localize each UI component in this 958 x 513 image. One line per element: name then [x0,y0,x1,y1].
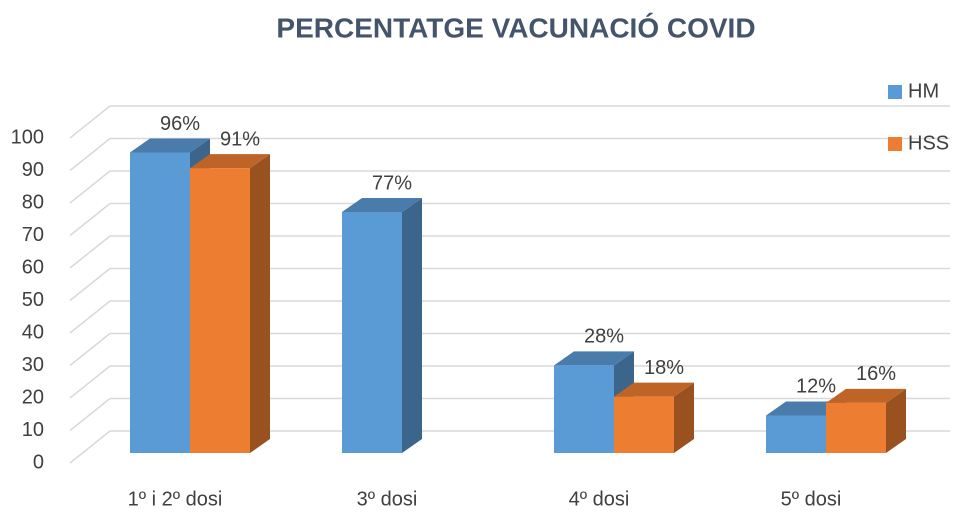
x-tick-label: 4º dosi [569,488,630,510]
y-tick-label: 20 [22,386,44,408]
bar-face [674,382,694,453]
grid-line [69,202,111,237]
data-label: 28% [584,326,624,348]
bar-face [342,197,422,212]
bar [342,197,422,453]
data-label: 77% [372,172,412,194]
bar-face [130,138,210,153]
data-label: 18% [644,357,684,379]
grid-line [69,105,111,139]
legend-swatch [888,137,902,151]
y-tick-label: 100 [11,126,44,148]
grid-line [69,170,111,204]
bar [826,388,906,453]
data-label: 96% [160,113,200,135]
grid-line [69,267,111,302]
bar-face [342,211,402,453]
grid-line [69,430,111,464]
bar-face [554,351,634,366]
bar-face [614,382,694,397]
y-tick-label: 60 [22,256,44,278]
bar-face [130,152,190,453]
grid-line [69,365,111,399]
y-tick-label: 10 [22,419,44,441]
x-tick-label: 1º i 2º dosi [128,488,223,510]
y-tick-label: 80 [22,191,44,213]
bar [614,382,694,453]
y-tick-label: 90 [22,159,44,181]
grid-line [69,235,111,269]
grid-line [69,137,111,172]
bar-face [826,388,906,403]
x-tick-label: 5º dosi [781,488,842,510]
bar-face [766,415,826,453]
grid-line [69,300,111,334]
chart-title: PERCENTATGE VACUNACIÓ COVID [276,12,755,43]
y-tick-label: 30 [22,354,44,376]
bar-face [250,154,270,454]
bar-face [554,365,614,453]
data-label: 16% [856,363,896,385]
bar-face [826,402,886,453]
bar-face [402,197,422,453]
y-tick-label: 0 [33,451,44,473]
bar-face [886,388,906,453]
legend-label: HSS [908,132,949,154]
data-label: 12% [796,376,836,398]
grid-line [69,397,111,432]
x-tick-label: 3º dosi [357,488,418,510]
bar [190,154,270,454]
y-tick-label: 70 [22,224,44,246]
bar-face [614,396,674,453]
y-tick-label: 50 [22,289,44,311]
bar-face [190,168,250,454]
bar-face [190,154,270,169]
bar [554,351,634,453]
legend-swatch [888,85,902,99]
grid-line [69,332,111,367]
data-label: 91% [220,128,260,150]
y-tick-label: 40 [22,321,44,343]
legend-label: HM [908,80,939,102]
